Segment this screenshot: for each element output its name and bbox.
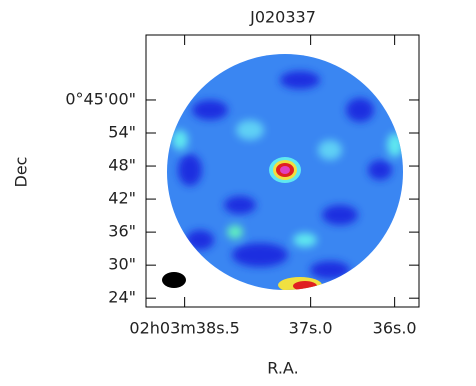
- beam: [162, 272, 186, 288]
- y-tick-label: 42": [108, 189, 136, 208]
- y-tick-label: 48": [108, 156, 136, 175]
- y-tick-label: 30": [108, 255, 136, 274]
- x-axis-label: R.A.: [267, 359, 298, 378]
- y-tick-label: 24": [108, 288, 136, 307]
- x-tick-label: 02h03m38s.5: [129, 319, 239, 338]
- y-axis-label: Dec: [12, 157, 31, 188]
- x-tick-label: 37s.0: [289, 319, 333, 338]
- y-tick-label: 54": [108, 123, 136, 142]
- sky-map: [162, 54, 403, 290]
- y-tick-label: 0°45'00": [65, 89, 136, 108]
- chart-title: J020337: [249, 8, 316, 27]
- plot-frame: [145, 34, 420, 308]
- x-tick-label: 36s.0: [373, 319, 417, 338]
- y-tick-label: 36": [108, 222, 136, 241]
